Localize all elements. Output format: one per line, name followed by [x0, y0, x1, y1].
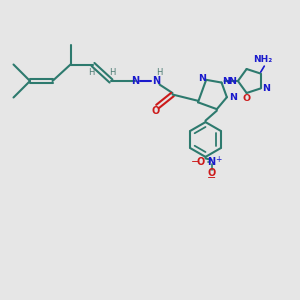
Text: −: −	[207, 173, 216, 184]
Text: O: O	[196, 157, 205, 167]
Text: +: +	[215, 155, 222, 164]
Text: NH₂: NH₂	[253, 55, 272, 64]
Text: H: H	[109, 68, 116, 77]
Text: N: N	[222, 76, 230, 85]
Text: H: H	[156, 68, 162, 77]
Text: N: N	[152, 76, 160, 86]
Text: −: −	[191, 157, 200, 167]
Text: N: N	[229, 76, 236, 85]
Text: N: N	[198, 74, 206, 83]
Text: N: N	[229, 93, 237, 102]
Text: H: H	[88, 68, 95, 77]
Text: O: O	[242, 94, 251, 103]
Text: O: O	[207, 168, 216, 178]
Text: N: N	[207, 157, 216, 167]
Text: N: N	[262, 84, 270, 93]
Text: N: N	[131, 76, 139, 86]
Text: O: O	[152, 106, 160, 116]
